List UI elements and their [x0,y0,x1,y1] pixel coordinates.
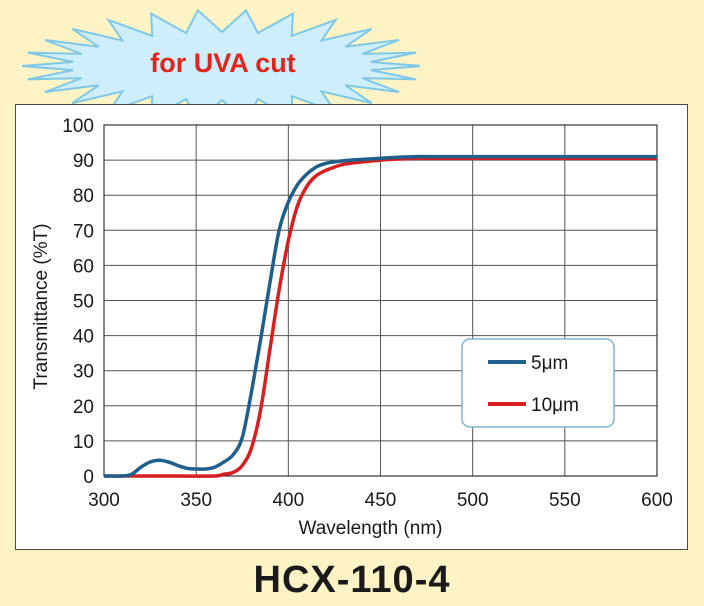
y-tick-label: 30 [73,362,94,383]
legend-label: 10μm [531,395,579,416]
y-axis-title: Transmittance (%T) [31,223,52,389]
starburst-shape [21,8,420,124]
x-tick-label: 300 [88,490,120,511]
x-axis-title: Wavelength (nm) [299,518,443,539]
y-tick-label: 40 [73,327,94,348]
legend-label: 5μm [531,353,568,374]
x-tick-label: 450 [365,490,397,511]
starburst-badge [21,8,420,124]
x-tick-label: 600 [641,490,673,511]
y-tick-label: 20 [73,397,94,418]
x-tick-label: 550 [549,490,581,511]
series-line [103,154,657,478]
y-tick-label: 80 [73,186,94,207]
y-tick-label: 0 [83,467,94,488]
x-tick-label: 350 [180,490,212,511]
y-tick-label: 90 [73,151,94,172]
y-tick-label: 60 [73,256,94,277]
x-tick-label: 500 [457,490,489,511]
x-tick-label: 400 [272,490,304,511]
legend: 5μm 10μm [461,338,615,428]
y-tick-label: 50 [73,292,94,313]
y-tick-label: 70 [73,221,94,242]
model-name: HCX-110-4 [253,559,451,601]
y-tick-label: 10 [73,432,94,453]
badge-title: for UVA cut [150,48,296,78]
plot-area-border [103,124,658,477]
y-tick-label: 100 [62,116,94,137]
